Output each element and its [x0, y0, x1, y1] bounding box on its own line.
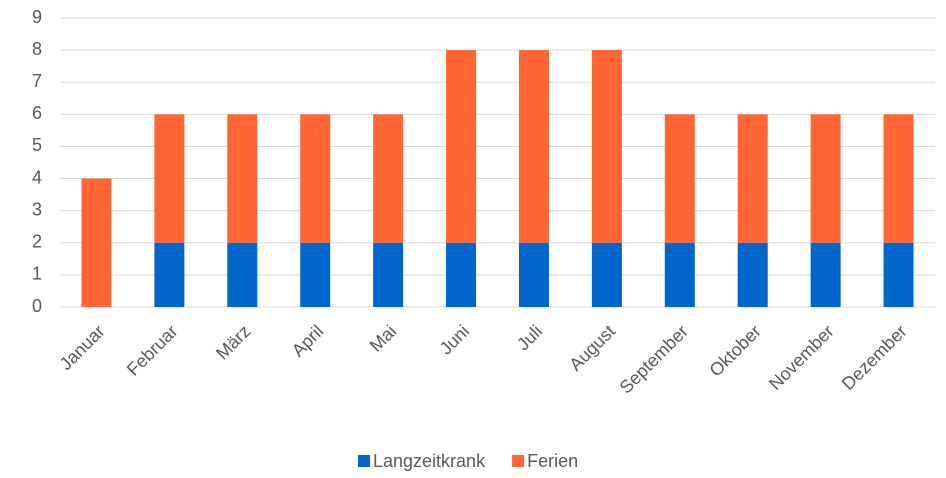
bar-segment	[591, 242, 622, 307]
legend-label: Langzeitkrank	[373, 451, 486, 471]
y-tick-label: 0	[32, 296, 42, 316]
bar-segment	[227, 114, 258, 243]
bar-segment	[737, 242, 768, 307]
y-tick-label: 3	[32, 199, 42, 219]
bar-segment	[446, 50, 477, 243]
x-tick-label: Dezember	[838, 321, 911, 394]
bar-segment	[883, 242, 914, 307]
legend-swatch	[358, 455, 370, 467]
y-tick-label: 2	[32, 232, 42, 252]
bar-segment	[737, 114, 768, 243]
x-tick-label: Februar	[123, 321, 182, 380]
x-tick-label: Juli	[513, 321, 546, 354]
bar-segment	[518, 242, 549, 307]
x-tick-label: November	[765, 321, 838, 394]
x-tick-label: Oktober	[705, 321, 764, 380]
y-tick-label: 9	[32, 7, 42, 27]
bar-segment	[300, 114, 331, 243]
bar-segment	[446, 242, 477, 307]
y-tick-label: 6	[32, 103, 42, 123]
bar-segment	[664, 114, 695, 243]
bar-segment	[373, 242, 404, 307]
x-tick-label: August	[565, 321, 619, 375]
bar-segment	[664, 242, 695, 307]
y-tick-label: 1	[32, 264, 42, 284]
x-tick-label: Mai	[366, 321, 401, 356]
y-tick-label: 7	[32, 71, 42, 91]
bar-segment	[883, 114, 914, 243]
x-tick-label: April	[288, 321, 328, 361]
bar-segment	[154, 114, 185, 243]
x-tick-label: Juni	[436, 321, 473, 358]
x-tick-label: September	[616, 321, 692, 397]
y-tick-label: 8	[32, 39, 42, 59]
bar-segment	[227, 242, 258, 307]
bar-segment	[81, 178, 112, 307]
legend-label: Ferien	[527, 451, 578, 471]
y-tick-label: 5	[32, 135, 42, 155]
bar-segment	[300, 242, 331, 307]
bar-segment	[518, 50, 549, 243]
legend-swatch	[512, 455, 525, 467]
bar-segment	[810, 114, 841, 243]
bar-segment	[810, 242, 841, 307]
y-tick-label: 4	[32, 167, 42, 187]
bar-segment	[591, 50, 622, 243]
x-tick-label: März	[212, 321, 254, 363]
bar-segment	[154, 242, 185, 307]
bar-segment	[373, 114, 404, 243]
x-tick-label: Januar	[56, 321, 109, 374]
